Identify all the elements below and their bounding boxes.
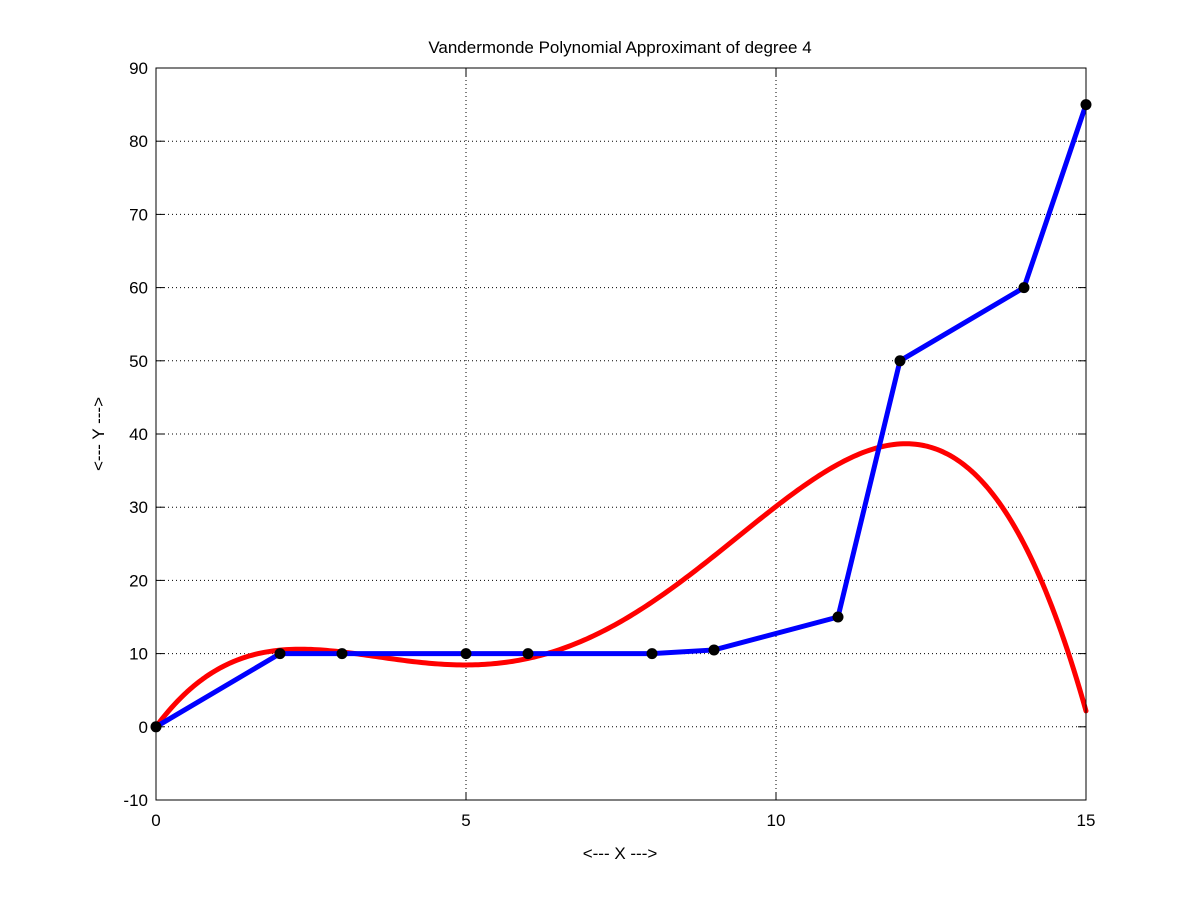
data-point-marker (336, 648, 348, 660)
series-layer (150, 99, 1092, 733)
data-line (154, 103, 1089, 729)
data-point-marker (832, 611, 844, 623)
y-tick-label: 80 (129, 132, 148, 151)
x-tick-label: 0 (151, 811, 160, 830)
data-point-marker (1018, 282, 1030, 294)
y-tick-label: 20 (129, 571, 148, 590)
grid (156, 68, 1086, 800)
data-point-marker (274, 648, 286, 660)
x-tick-label: 5 (461, 811, 470, 830)
x-tick-label: 10 (767, 811, 786, 830)
y-tick-label: 90 (129, 59, 148, 78)
chart-title: Vandermonde Polynomial Approximant of de… (428, 38, 811, 57)
x-tick-label: 15 (1077, 811, 1096, 830)
data-point-marker (708, 644, 720, 656)
polynomial-fit-line (153, 441, 1089, 730)
y-axis-label: <--- Y ---> (89, 397, 108, 471)
y-tick-label: 70 (129, 205, 148, 224)
y-tick-label: -10 (123, 791, 148, 810)
data-point-marker (646, 648, 658, 660)
data-point-marker (522, 648, 534, 660)
y-tick-label: 40 (129, 425, 148, 444)
data-point-marker (460, 648, 472, 660)
y-tick-label: 0 (139, 718, 148, 737)
x-axis-label: <--- X ---> (583, 844, 658, 863)
data-point-marker (894, 355, 906, 367)
y-tick-label: 30 (129, 498, 148, 517)
y-tick-label: 60 (129, 279, 148, 298)
y-tick-label: 10 (129, 645, 148, 664)
y-tick-label: 50 (129, 352, 148, 371)
